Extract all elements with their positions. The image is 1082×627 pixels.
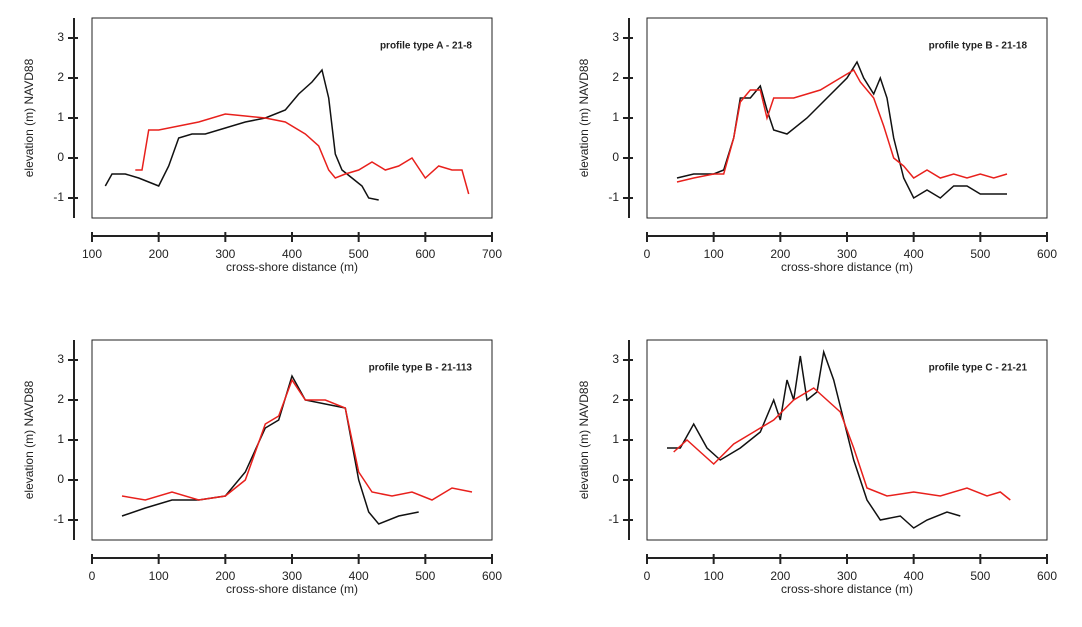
y-tick-label: -1 (608, 512, 619, 526)
y-tick-label: 0 (612, 472, 619, 486)
plot-frame (646, 17, 1048, 219)
x-tick-label: 100 (704, 569, 724, 583)
x-tick-label: 200 (215, 569, 235, 583)
x-axis-label: cross-shore distance (m) (226, 582, 358, 596)
profile-line (676, 60, 1007, 200)
annotation: profile type B - 21-18 (929, 41, 1028, 52)
y-axis-label: elevation (m) NAVD88 (577, 380, 591, 499)
y-tick-label: 3 (57, 30, 64, 44)
y-axis-label: elevation (m) NAVD88 (577, 58, 591, 177)
y-tick-label: 1 (57, 110, 64, 124)
y-tick-label: 2 (57, 392, 64, 406)
y-tick-label: 0 (57, 472, 64, 486)
x-tick-label: 600 (415, 247, 435, 261)
y-tick-label: 1 (57, 432, 64, 446)
y-tick-label: -1 (53, 512, 64, 526)
x-tick-label: 400 (349, 569, 369, 583)
x-tick-label: 100 (149, 569, 169, 583)
profile-line (121, 378, 473, 501)
profile-line (676, 68, 1008, 183)
y-tick-label: 2 (612, 70, 619, 84)
x-tick-label: 600 (1037, 247, 1057, 261)
profile-line (673, 387, 1011, 501)
x-tick-label: 400 (282, 247, 302, 261)
x-axis-label: cross-shore distance (m) (781, 582, 913, 596)
x-tick-label: 200 (770, 247, 790, 261)
x-tick-label: 300 (837, 569, 857, 583)
x-tick-label: 0 (89, 569, 96, 583)
x-tick-label: 400 (904, 247, 924, 261)
y-tick-label: -1 (53, 190, 64, 204)
x-tick-label: 500 (970, 569, 990, 583)
profile-line (667, 349, 961, 529)
y-axis-label: elevation (m) NAVD88 (22, 58, 36, 177)
y-axis-label: elevation (m) NAVD88 (22, 380, 36, 499)
annotation: profile type C - 21-21 (929, 363, 1028, 374)
x-tick-label: 500 (970, 247, 990, 261)
plot-frame (646, 339, 1048, 541)
y-tick-label: 2 (612, 392, 619, 406)
x-tick-label: 700 (482, 247, 502, 261)
x-tick-label: 400 (904, 569, 924, 583)
annotation: profile type A - 21-8 (380, 41, 472, 52)
y-tick-label: 3 (612, 30, 619, 44)
plot-frame (91, 17, 493, 219)
x-tick-label: 200 (770, 569, 790, 583)
x-axis-label: cross-shore distance (m) (781, 260, 913, 274)
x-tick-label: 0 (644, 247, 651, 261)
x-tick-label: 300 (282, 569, 302, 583)
y-tick-label: 0 (57, 150, 64, 164)
annotation: profile type B - 21-113 (369, 363, 473, 374)
plot-frame (91, 339, 493, 541)
y-tick-label: 1 (612, 432, 619, 446)
profile-line (104, 68, 379, 201)
x-tick-label: 0 (644, 569, 651, 583)
x-tick-label: 300 (837, 247, 857, 261)
profile-line (121, 374, 419, 525)
x-tick-label: 100 (704, 247, 724, 261)
x-tick-label: 200 (149, 247, 169, 261)
x-tick-label: 100 (82, 247, 102, 261)
x-tick-label: 600 (482, 569, 502, 583)
x-tick-label: 300 (215, 247, 235, 261)
x-axis-label: cross-shore distance (m) (226, 260, 358, 274)
y-tick-label: 3 (612, 352, 619, 366)
x-tick-label: 500 (349, 247, 369, 261)
x-tick-label: 500 (415, 569, 435, 583)
y-tick-label: 0 (612, 150, 619, 164)
profile-line (135, 113, 470, 195)
y-tick-label: -1 (608, 190, 619, 204)
x-tick-label: 600 (1037, 569, 1057, 583)
y-tick-label: 3 (57, 352, 64, 366)
y-tick-label: 2 (57, 70, 64, 84)
y-tick-label: 1 (612, 110, 619, 124)
